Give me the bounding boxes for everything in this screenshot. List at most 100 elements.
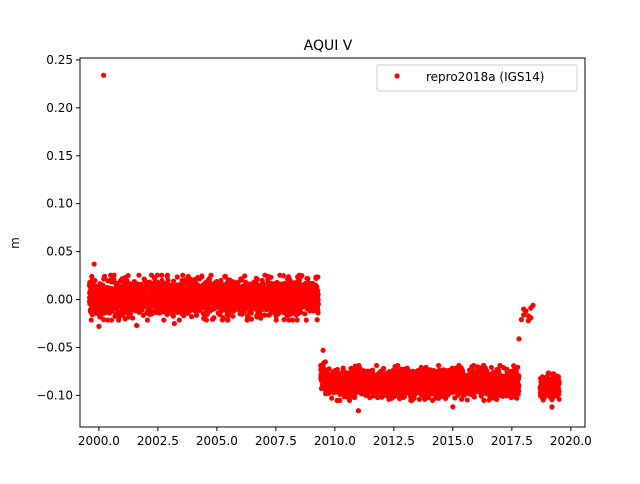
data-point (154, 272, 160, 278)
data-point (329, 395, 335, 401)
data-point (218, 277, 224, 284)
data-point (302, 311, 308, 317)
y-tick-label: 0.10 (46, 197, 73, 211)
data-point (88, 317, 94, 323)
data-point (242, 273, 248, 279)
data-point (159, 272, 165, 278)
data-point (188, 313, 195, 320)
data-point (125, 272, 131, 279)
data-point (549, 404, 555, 410)
data-point (199, 273, 205, 279)
data-point (436, 362, 442, 369)
data-point (180, 272, 186, 278)
data-point (225, 317, 231, 323)
data-point (530, 302, 536, 308)
data-point (481, 397, 487, 403)
data-point (248, 310, 254, 316)
data-point (373, 362, 380, 369)
data-point (176, 317, 182, 323)
y-tick-label: 0.15 (46, 149, 73, 163)
data-point (515, 364, 521, 370)
data-point (315, 310, 321, 316)
x-tick-label: 2010.0 (314, 434, 356, 448)
data-point (280, 273, 286, 279)
data-point (248, 316, 255, 322)
data-point (416, 396, 422, 402)
data-point (450, 404, 456, 410)
data-point (314, 317, 320, 323)
chart-title: AQUI V (304, 38, 353, 54)
y-tick-label: 0.20 (46, 101, 73, 115)
data-point (164, 272, 171, 278)
data-point (91, 261, 97, 267)
data-point (144, 317, 150, 323)
data-point (313, 275, 319, 282)
data-point (220, 315, 226, 321)
data-point (320, 347, 326, 353)
data-point (108, 317, 115, 323)
data-point (337, 397, 343, 403)
data-point (226, 309, 233, 316)
data-point (322, 359, 329, 365)
data-point (294, 317, 300, 323)
x-tick-label: 2005.0 (196, 434, 238, 448)
legend: repro2018a (IGS14) (376, 64, 578, 92)
data-point (464, 397, 470, 403)
data-point (326, 366, 332, 372)
data-point (171, 278, 177, 284)
x-tick-label: 2002.5 (137, 434, 179, 448)
data-point (315, 291, 321, 297)
data-point (92, 277, 98, 284)
data-point (208, 272, 214, 278)
y-tick-label: 0.25 (46, 53, 73, 67)
data-point (120, 312, 126, 318)
data-point (127, 311, 133, 317)
data-point (174, 274, 180, 280)
data-point (100, 282, 106, 288)
data-points (86, 72, 562, 414)
data-point (471, 394, 477, 400)
data-point (556, 396, 562, 402)
data-point (105, 317, 111, 323)
legend-marker (394, 73, 400, 79)
data-point (268, 274, 274, 280)
data-point (528, 315, 534, 321)
x-tick-label: 2007.5 (255, 434, 297, 448)
data-point (516, 336, 522, 342)
data-point (305, 276, 311, 282)
x-tick-label: 2015.0 (432, 434, 474, 448)
legend-label: repro2018a (IGS14) (426, 70, 544, 84)
data-point (170, 313, 176, 319)
data-point (140, 312, 146, 318)
data-point (165, 277, 171, 283)
x-tick-label: 2017.5 (491, 434, 533, 448)
data-point (211, 315, 217, 321)
data-point (556, 388, 562, 394)
data-point (134, 322, 140, 329)
data-point (556, 380, 562, 386)
data-point (101, 72, 107, 78)
data-point (299, 272, 305, 279)
x-tick-label: 2012.5 (373, 434, 415, 448)
data-point (136, 272, 142, 278)
data-point (230, 313, 236, 319)
data-point (101, 273, 108, 280)
data-point (161, 317, 167, 323)
data-point (322, 383, 329, 389)
data-point (89, 273, 95, 280)
data-point (355, 408, 362, 414)
x-tick-label: 2020.0 (550, 434, 592, 448)
data-point (488, 364, 495, 371)
y-tick-label: −0.10 (36, 388, 73, 402)
data-point (516, 382, 522, 389)
data-point (193, 312, 200, 318)
x-tick-label: 2000.0 (78, 434, 120, 448)
y-axis-label: m (8, 237, 22, 249)
data-point (138, 281, 144, 287)
data-point (203, 317, 210, 323)
data-point (381, 365, 387, 372)
data-point (273, 317, 279, 323)
data-point (171, 320, 177, 327)
data-point (516, 388, 522, 394)
